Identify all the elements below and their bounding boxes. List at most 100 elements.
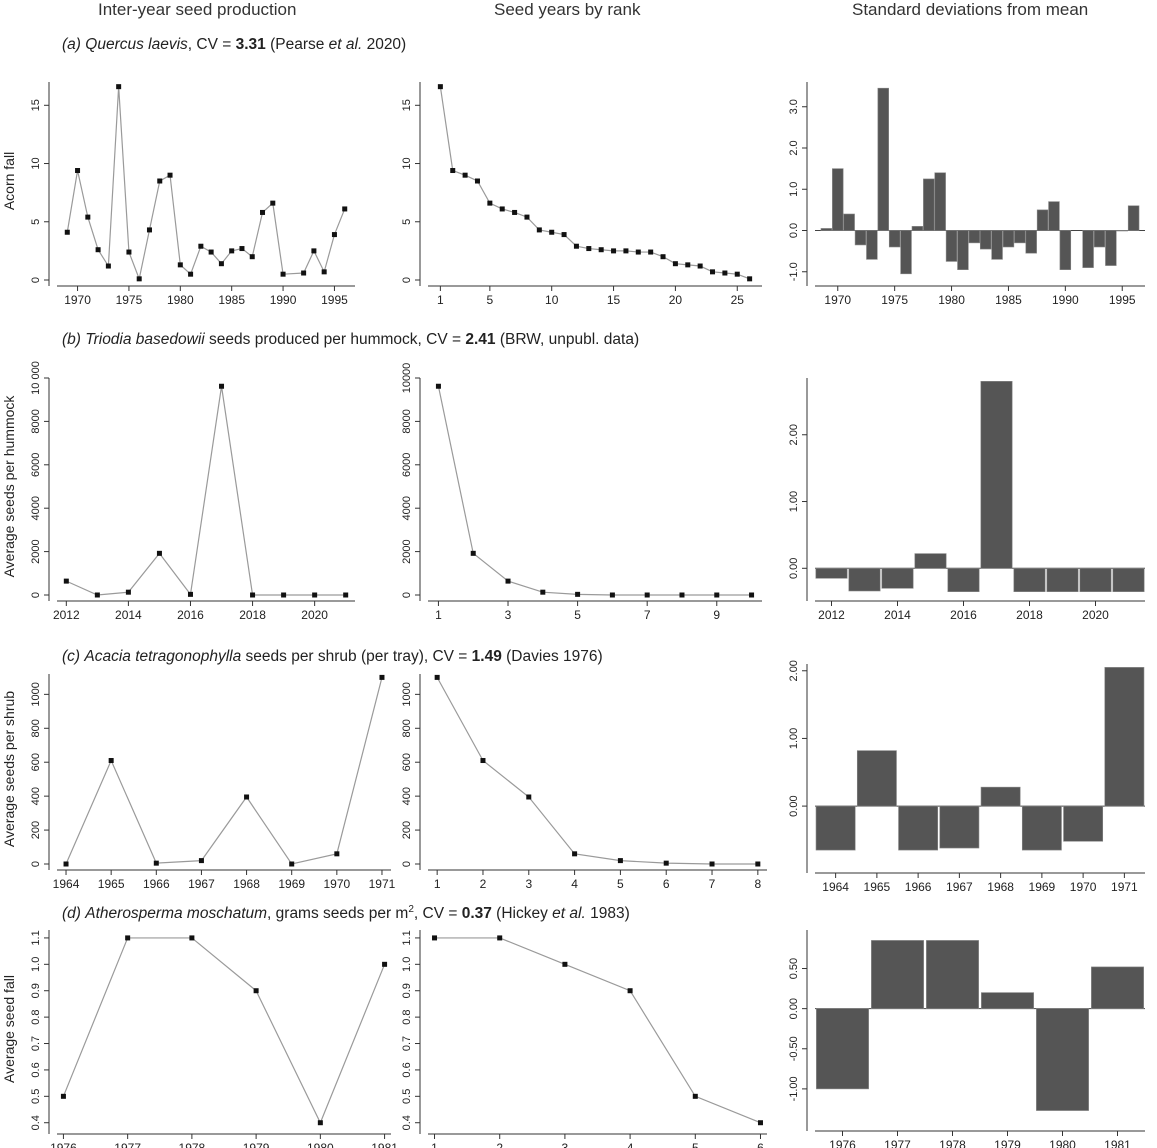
y-tick-label: 1.1 xyxy=(401,930,413,945)
x-tick-label: 1978 xyxy=(939,1138,966,1148)
bar xyxy=(854,230,867,246)
y-tick-label: 0.4 xyxy=(401,1115,413,1130)
bar xyxy=(926,940,979,1009)
x-tick-label: 8 xyxy=(754,877,761,891)
column-header-inter-year: Inter-year seed production xyxy=(98,0,297,19)
x-tick-label: 2014 xyxy=(115,608,142,622)
x-tick-label: 1970 xyxy=(323,877,350,891)
x-tick-label: 1 xyxy=(431,1141,438,1148)
data-point xyxy=(524,214,530,220)
x-tick-label: 1966 xyxy=(143,877,170,891)
x-tick-label: 1965 xyxy=(864,880,891,894)
data-point xyxy=(270,200,276,206)
x-tick-label: 1981 xyxy=(371,1141,398,1148)
bar xyxy=(914,553,947,569)
bar xyxy=(1104,667,1145,807)
x-tick-label: 1977 xyxy=(884,1138,911,1148)
y-tick-label: 0.9 xyxy=(30,983,42,998)
y-tick-label: 0.9 xyxy=(401,983,413,998)
row-title-a: (a) Quercus laevis, CV = 3.31 (Pearse et… xyxy=(62,36,407,53)
data-point xyxy=(432,935,438,941)
x-tick-label: 2012 xyxy=(818,608,845,622)
x-tick-label: 1968 xyxy=(233,877,260,891)
data-point xyxy=(321,269,327,275)
data-point xyxy=(734,271,740,277)
data-point xyxy=(208,249,214,255)
data-point xyxy=(289,861,295,867)
y-tick-label: 0.8 xyxy=(401,1009,413,1024)
y-tick-label: 6000 xyxy=(30,453,42,477)
y-tick-label: 10 000 xyxy=(30,361,42,395)
y-tick-label: 400 xyxy=(30,787,42,805)
y-axis-label: Acorn fall xyxy=(1,152,17,210)
bar xyxy=(981,992,1034,1009)
y-tick-label: 1.1 xyxy=(30,930,42,945)
bar xyxy=(815,567,848,579)
x-tick-label: 20 xyxy=(669,293,683,307)
data-point xyxy=(617,858,623,864)
data-point xyxy=(219,383,225,389)
y-tick-label: 0.50 xyxy=(788,958,800,979)
bar xyxy=(816,1008,869,1090)
data-point xyxy=(198,858,204,864)
y-tick-label: 1000 xyxy=(401,682,413,706)
data-point xyxy=(187,591,193,597)
data-point xyxy=(499,206,505,212)
x-tick-label: 1971 xyxy=(1111,880,1138,894)
data-point xyxy=(526,794,532,800)
data-point xyxy=(470,550,476,556)
x-tick-label: 1965 xyxy=(98,877,125,891)
data-point xyxy=(609,592,615,598)
x-tick-label: 1966 xyxy=(905,880,932,894)
x-tick-label: 3 xyxy=(562,1141,569,1148)
bar xyxy=(843,213,855,231)
x-tick-label: 1970 xyxy=(824,293,851,307)
data-point xyxy=(487,200,493,206)
x-tick-label: 1975 xyxy=(881,293,908,307)
data-point xyxy=(512,209,518,215)
y-tick-label: 0 xyxy=(401,592,413,598)
series-line xyxy=(437,386,752,596)
bar xyxy=(934,172,946,231)
x-tick-label: 1969 xyxy=(1029,880,1056,894)
data-point xyxy=(505,578,511,584)
data-point xyxy=(260,209,266,215)
x-tick-label: 9 xyxy=(713,608,720,622)
y-tick-label: 0 xyxy=(30,861,42,867)
series-line xyxy=(62,937,386,1125)
y-tick-label: 0.5 xyxy=(401,1089,413,1104)
y-tick-label: 0.00 xyxy=(788,998,800,1019)
y-tick-label: 1.0 xyxy=(30,957,42,972)
x-tick-label: 2014 xyxy=(884,608,911,622)
y-tick-label: 0.4 xyxy=(30,1115,42,1130)
x-tick-label: 7 xyxy=(644,608,651,622)
y-tick-label: 0.5 xyxy=(30,1089,42,1104)
y-tick-label: 0 xyxy=(401,861,413,867)
y-tick-label: 200 xyxy=(401,821,413,839)
x-tick-label: 1980 xyxy=(167,293,194,307)
bar xyxy=(815,805,856,851)
y-tick-label: 0.00 xyxy=(788,558,800,579)
x-tick-label: 2016 xyxy=(177,608,204,622)
data-point xyxy=(480,758,486,764)
data-point xyxy=(660,254,666,260)
data-point xyxy=(627,988,633,994)
bar xyxy=(1093,230,1106,248)
data-point xyxy=(757,1120,763,1126)
bar xyxy=(900,230,912,275)
bar xyxy=(832,168,844,231)
data-point xyxy=(635,249,641,255)
data-point xyxy=(462,172,468,178)
data-point xyxy=(239,246,245,252)
x-tick-label: 10 xyxy=(545,293,559,307)
x-tick-label: 5 xyxy=(617,877,624,891)
y-tick-label: 2.0 xyxy=(788,140,800,155)
data-point xyxy=(60,1093,66,1099)
x-tick-label: 1995 xyxy=(1109,293,1136,307)
data-point xyxy=(85,214,91,220)
data-point xyxy=(157,178,163,184)
